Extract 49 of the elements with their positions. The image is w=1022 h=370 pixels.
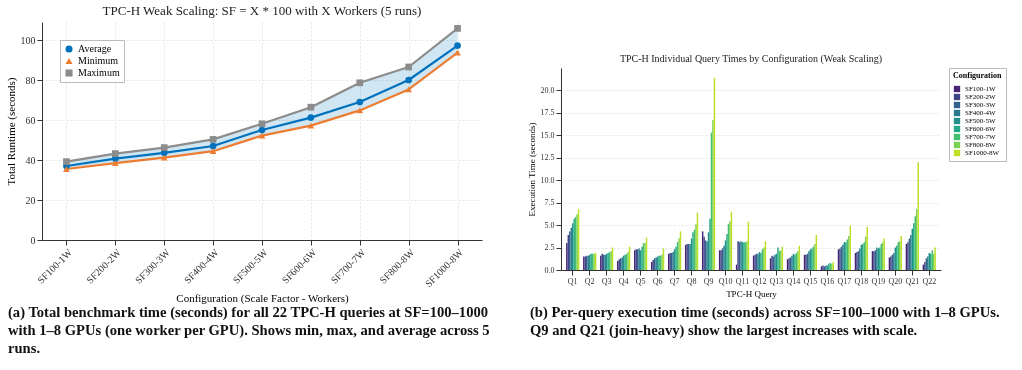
x-tick-label: Q13 bbox=[769, 276, 784, 286]
y-tick-label: 5.0 bbox=[544, 220, 555, 230]
chart-title: TPC-H Weak Scaling: SF = X * 100 with X Workers (5 runs) bbox=[102, 3, 422, 18]
x-tick-label: Q12 bbox=[752, 276, 767, 286]
y-tick-label: 15.0 bbox=[540, 130, 555, 140]
y-tick-label: 2.5 bbox=[544, 243, 555, 253]
x-tick-label: Q7 bbox=[669, 276, 680, 286]
x-tick-label: Q10 bbox=[718, 276, 733, 286]
y-tick-label: 0.0 bbox=[544, 265, 555, 275]
y-tick-label: 100 bbox=[20, 34, 36, 46]
x-tick-label: Q21 bbox=[905, 276, 920, 286]
x-tick-label: Q5 bbox=[635, 276, 646, 286]
legend-title: Configuration bbox=[953, 71, 1002, 80]
x-tick-label: Q4 bbox=[618, 276, 629, 286]
x-axis-title: Configuration (Scale Factor - Workers) bbox=[176, 292, 350, 306]
y-tick-label: 17.5 bbox=[540, 108, 555, 118]
y-tick-label: 7.5 bbox=[544, 198, 555, 208]
x-tick-label: Q20 bbox=[888, 276, 903, 286]
x-tick-label: Q11 bbox=[735, 276, 750, 286]
x-tick-label: Q17 bbox=[837, 276, 852, 286]
y-tick-label: 0 bbox=[30, 234, 36, 246]
x-axis-title: TPC-H Query bbox=[726, 288, 778, 299]
x-tick-label: Q14 bbox=[786, 276, 801, 286]
x-tick-label: Q8 bbox=[686, 276, 697, 286]
y-axis-title: Execution Time (seconds) bbox=[526, 122, 537, 217]
y-tick-label: 20 bbox=[25, 194, 36, 206]
text: (b) Per-query execution time (seconds) across SF=100–1000 with 1–8 GPUs. Q9 and Q21 (join-heavy) show the largest increases with scale. bbox=[530, 303, 1001, 339]
legend-label: Average bbox=[78, 43, 112, 54]
x-tick-label: Q16 bbox=[820, 276, 835, 286]
x-tick-label: Q15 bbox=[803, 276, 818, 286]
y-tick-label: 12.5 bbox=[540, 153, 555, 163]
text: (a) Total benchmark time (seconds) for all 22 TPC-H queries at SF=100–1000 with 1–8 GPUs (one worker per GPU). Shows min, max, and average across 5 runs. bbox=[8, 304, 491, 357]
x-tick-label: Q1 bbox=[567, 276, 578, 286]
y-tick-label: 40 bbox=[25, 154, 36, 166]
x-tick-label: Q19 bbox=[871, 276, 886, 286]
y-axis-title: Total Runtime (seconds) bbox=[4, 77, 18, 186]
y-tick-label: 80 bbox=[25, 74, 36, 86]
y-tick-label: 60 bbox=[25, 114, 36, 126]
x-tick-label: Q3 bbox=[601, 276, 612, 286]
x-tick-label: Q9 bbox=[703, 276, 714, 286]
y-tick-label: 10.0 bbox=[540, 175, 555, 185]
y-tick-label: 20.0 bbox=[540, 85, 555, 95]
x-tick-label: Q2 bbox=[584, 276, 595, 286]
legend-label: Maximum bbox=[78, 67, 120, 78]
x-tick-label: Q6 bbox=[652, 276, 663, 286]
chart-title: TPC-H Individual Query Times by Configuration (Weak Scaling) bbox=[619, 52, 883, 65]
x-tick-label: Q22 bbox=[922, 276, 937, 286]
x-tick-label: Q18 bbox=[854, 276, 869, 286]
legend-label: Minimum bbox=[78, 55, 119, 66]
